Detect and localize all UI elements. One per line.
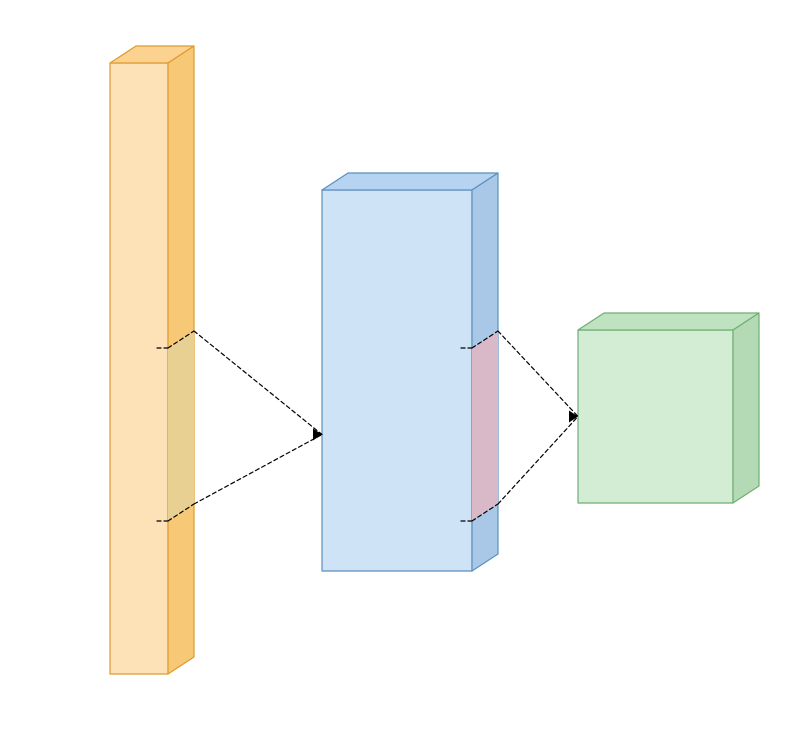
- connector-1-arrowhead: [313, 429, 322, 441]
- orange-block-front: [110, 63, 168, 674]
- connector-1-edge-bottom: [194, 435, 322, 505]
- orange-block: [110, 46, 194, 674]
- green-block-side: [733, 313, 759, 503]
- blue-block: [322, 173, 498, 571]
- connector-1-edge-top: [194, 331, 322, 435]
- orange-block-slot-fill: [168, 331, 194, 521]
- blue-block-slot-fill: [472, 331, 498, 521]
- diagram-canvas: [0, 0, 803, 752]
- blue-block-front: [322, 190, 472, 571]
- green-block-top: [578, 313, 759, 330]
- connector-1: [194, 331, 322, 504]
- connector-2: [498, 331, 578, 504]
- green-block: [578, 313, 759, 503]
- connector-2-edge-top: [498, 331, 578, 417]
- connector-2-edge-bottom: [498, 417, 578, 505]
- blue-block-top: [322, 173, 498, 190]
- green-block-front: [578, 330, 733, 503]
